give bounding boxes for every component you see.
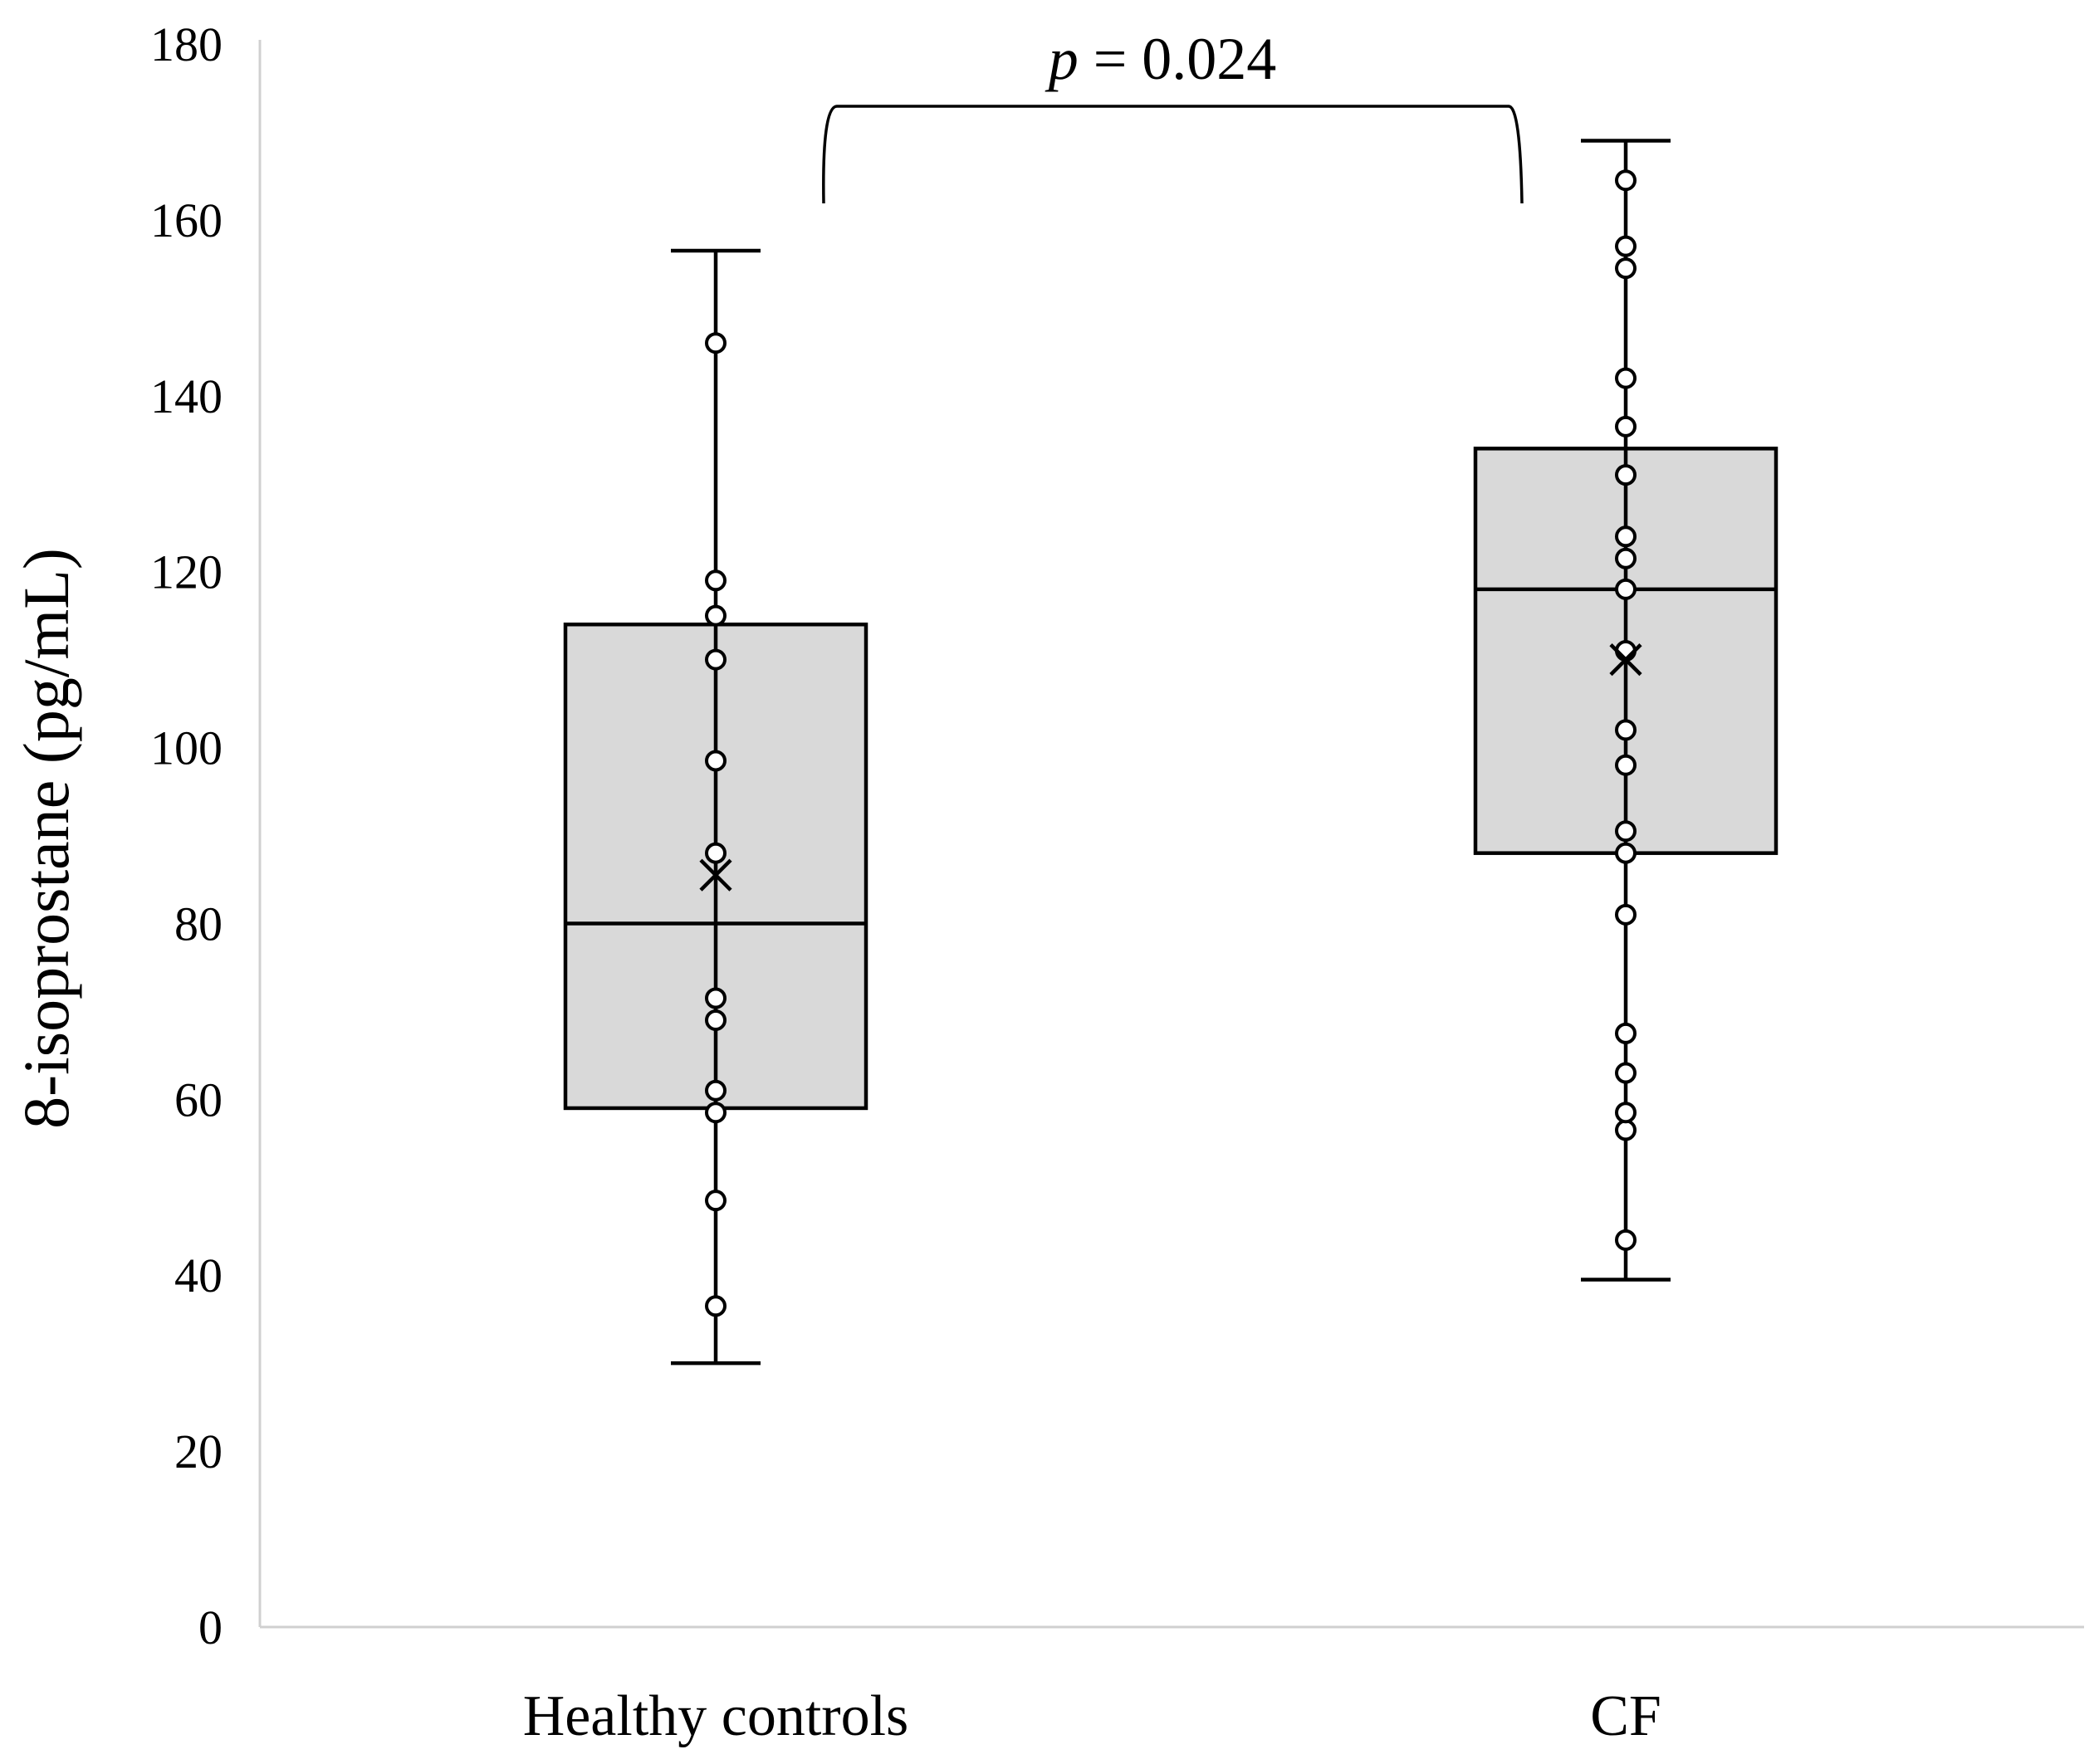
y-axis-title: 8-isoprostane (pg/mL) — [10, 548, 82, 1129]
x-category-label: Healthy controls — [523, 1684, 909, 1748]
data-point — [705, 332, 727, 354]
data-point — [705, 1190, 727, 1212]
data-point — [1615, 525, 1637, 548]
data-point — [1615, 464, 1637, 486]
y-tick-label-60: 60 — [174, 1073, 223, 1126]
data-point — [1615, 842, 1637, 864]
y-tick-label-0: 0 — [198, 1600, 223, 1654]
mean-marker — [1609, 643, 1642, 677]
y-tick-labels: 0 20 40 60 80 100 120 140 160 180 — [150, 17, 223, 1654]
p-symbol: p — [1045, 26, 1079, 92]
data-point — [1615, 547, 1637, 569]
annotations: p = 0.024 — [822, 26, 1524, 204]
y-tick-label-20: 20 — [174, 1424, 223, 1478]
data-point — [1615, 1062, 1637, 1084]
data-point — [705, 1079, 727, 1102]
data-point — [1615, 415, 1637, 437]
data-point — [705, 569, 727, 592]
y-tick-label-40: 40 — [174, 1248, 223, 1302]
y-tick-label-180: 180 — [150, 17, 223, 71]
data-point — [1615, 257, 1637, 280]
y-tick-label-160: 160 — [150, 193, 223, 247]
mean-marker — [699, 858, 732, 892]
box-group-0: Healthy controls — [523, 248, 909, 1748]
data-point — [1615, 578, 1637, 600]
y-tick-label-100: 100 — [150, 721, 223, 775]
y-tick-label-120: 120 — [150, 545, 223, 599]
data-point — [705, 1102, 727, 1124]
data-point — [1615, 235, 1637, 257]
data-point — [705, 1009, 727, 1031]
data-point — [1615, 169, 1637, 192]
data-point — [705, 604, 727, 627]
data-point — [1615, 1119, 1637, 1141]
boxes: Healthy controls CF — [523, 139, 1779, 1748]
data-point — [1615, 1229, 1637, 1251]
x-category-label: CF — [1590, 1684, 1661, 1748]
mean-marker-stroke — [699, 858, 732, 892]
y-tick-label-140: 140 — [150, 369, 223, 423]
axes — [258, 40, 2084, 1629]
data-point — [1615, 719, 1637, 741]
p-value-label: p = 0.024 — [1045, 26, 1277, 92]
data-point — [1615, 367, 1637, 389]
significance-bracket — [822, 105, 1524, 204]
p-value: = 0.024 — [1079, 26, 1277, 92]
data-point — [1615, 754, 1637, 776]
data-point — [705, 1295, 727, 1317]
data-point — [1615, 903, 1637, 926]
data-point — [705, 750, 727, 772]
y-tick-label-80: 80 — [174, 897, 223, 950]
data-point — [1615, 1022, 1637, 1044]
box-group-1: CF — [1473, 139, 1779, 1748]
data-point — [1615, 1102, 1637, 1124]
data-point — [705, 842, 727, 864]
data-point — [705, 987, 727, 1009]
mean-marker-stroke — [1609, 643, 1642, 677]
data-point — [1615, 820, 1637, 843]
data-point — [705, 648, 727, 671]
